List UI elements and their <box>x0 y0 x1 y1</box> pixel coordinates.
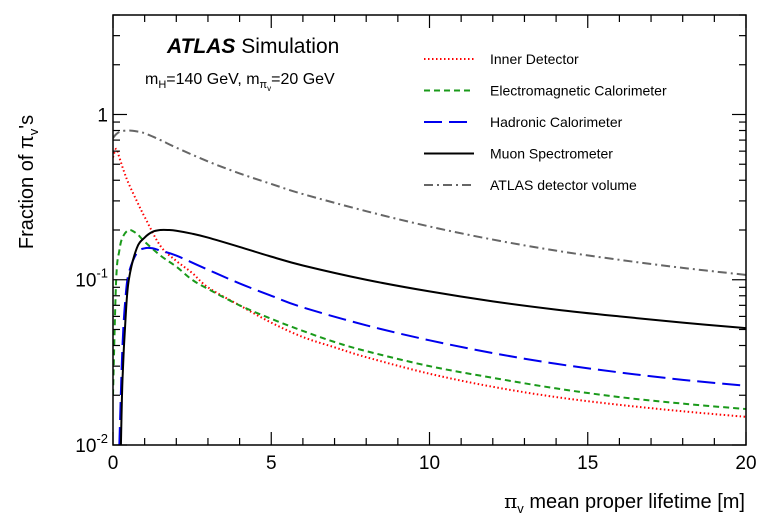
legend-label: Hadronic Calorimeter <box>490 114 623 130</box>
series-line-muon-spectrometer <box>119 228 746 445</box>
x-tick-label: 15 <box>577 453 598 474</box>
series-line-atlas-detector-volume <box>113 129 746 276</box>
series-curves <box>113 129 746 445</box>
legend-item-muon-spectrometer: Muon Spectrometer <box>424 146 613 162</box>
axis-ticks <box>112 14 747 446</box>
y-tick-label: 1 <box>97 105 108 126</box>
series-line-inner-detector <box>113 147 746 418</box>
y-tick-label: 10-1 <box>75 266 108 292</box>
legend-item-atlas-detector-volume: ATLAS detector volume <box>424 177 637 193</box>
axis-tick-labels: 0 5 10 15 20 10-2 10-1 1 <box>75 105 756 474</box>
legend-item-electromagnetic-calorimeter: Electromagnetic Calorimeter <box>424 83 667 99</box>
legend-label: Inner Detector <box>490 51 579 67</box>
legend-item-hadronic-calorimeter: Hadronic Calorimeter <box>424 114 623 130</box>
legend-item-inner-detector: Inner Detector <box>424 51 579 67</box>
y-axis-label: Fraction of πv's <box>16 115 41 249</box>
legend-label: Electromagnetic Calorimeter <box>490 83 667 99</box>
y-tick-label: 10-2 <box>75 431 108 457</box>
x-tick-label: 20 <box>735 453 756 474</box>
x-tick-label: 5 <box>266 453 277 474</box>
legend-label: ATLAS detector volume <box>490 177 637 193</box>
x-tick-label: 10 <box>419 453 440 474</box>
mass-annotation: mH=140 GeV, mπv=20 GeV <box>145 71 335 93</box>
x-tick-label: 0 <box>108 453 119 474</box>
series-line-hadronic-calorimeter <box>118 246 746 445</box>
atlas-label: ATLAS Simulation <box>166 35 339 58</box>
x-axis-label: πv mean proper lifetime [m] <box>504 489 745 516</box>
legend: Inner Detector Electromagnetic Calorimete… <box>424 51 667 193</box>
series-line-electromagnetic-calorimeter <box>113 228 746 411</box>
legend-label: Muon Spectrometer <box>490 146 613 162</box>
